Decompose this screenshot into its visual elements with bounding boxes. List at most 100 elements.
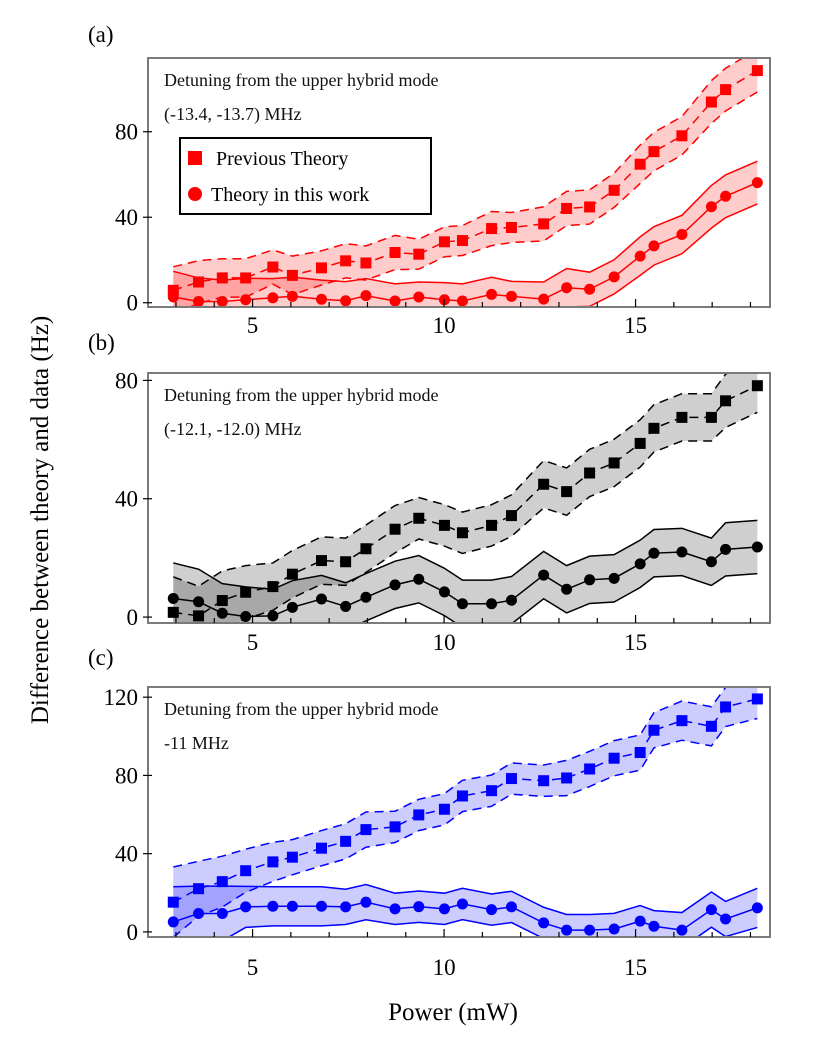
x-tick-label: 5	[247, 313, 259, 338]
data-point-square	[505, 221, 517, 233]
data-point-square	[193, 610, 205, 622]
band-upper-this-work	[173, 160, 758, 285]
panel-label: (b)	[88, 330, 115, 355]
data-point-square	[438, 236, 450, 248]
data-point-circle	[456, 898, 468, 910]
data-point-square	[648, 724, 660, 736]
data-point-circle	[240, 610, 252, 622]
data-point-square	[286, 568, 298, 580]
x-tick-label: 10	[433, 955, 456, 980]
data-point-square	[360, 543, 372, 555]
data-point-circle	[340, 295, 352, 307]
band-lower-this-work	[564, 203, 758, 307]
data-point-square	[413, 512, 425, 524]
data-point-square	[286, 851, 298, 863]
data-point-circle	[608, 572, 620, 584]
data-point-square	[676, 130, 688, 142]
data-point-square	[216, 595, 228, 607]
plot-content	[167, 58, 763, 307]
plot-area	[148, 373, 770, 623]
y-tick-label: 80	[115, 368, 138, 393]
data-point-square	[486, 519, 498, 531]
panel-annotation: Detuning from the upper hybrid mode	[164, 699, 438, 719]
panel-b: 5 10 15 0 40 80(b) Detuning from the upper hyb…	[88, 330, 771, 655]
data-point-square	[389, 821, 401, 833]
data-point-square	[584, 201, 596, 213]
data-point-circle	[216, 607, 228, 619]
data-point-square	[193, 276, 205, 288]
data-point-square	[705, 720, 717, 732]
error-band-this-work	[173, 884, 758, 937]
data-point-circle	[286, 900, 298, 912]
data-point-circle	[634, 558, 646, 570]
data-point-circle	[676, 229, 688, 241]
data-point-circle	[505, 901, 517, 913]
data-point-square	[634, 158, 646, 170]
data-point-circle	[608, 271, 620, 283]
data-point-square	[751, 693, 763, 705]
data-point-circle	[167, 916, 179, 928]
plot-frame	[147, 57, 771, 308]
band-upper-this-work	[173, 883, 758, 916]
data-point-circle	[340, 600, 352, 612]
plot-frame	[147, 372, 771, 624]
plot-content	[167, 687, 763, 937]
x-tick-label: 15	[624, 313, 647, 338]
data-point-circle	[705, 201, 717, 213]
data-point-circle	[676, 924, 688, 936]
data-point-circle	[360, 290, 372, 302]
data-point-circle	[751, 177, 763, 189]
data-point-circle	[389, 903, 401, 915]
data-point-circle	[267, 610, 279, 622]
data-point-square	[389, 246, 401, 258]
plot-content	[167, 373, 763, 623]
data-point-circle	[648, 547, 660, 559]
y-tick-label: 80	[115, 763, 138, 788]
data-point-circle	[561, 282, 573, 294]
data-point-square	[720, 701, 732, 713]
data-point-square	[167, 284, 179, 296]
data-point-square	[438, 803, 450, 815]
y-tick-label: 40	[115, 842, 138, 867]
data-point-circle	[720, 543, 732, 555]
data-point-circle	[608, 923, 620, 935]
data-point-circle	[193, 908, 205, 920]
data-point-square	[705, 96, 717, 108]
data-point-square	[751, 65, 763, 77]
data-point-circle	[486, 288, 498, 300]
data-point-square	[267, 856, 279, 868]
x-tick-label: 10	[433, 630, 456, 655]
error-band-previous-theory	[173, 687, 758, 937]
band-upper-previous-theory	[173, 373, 730, 588]
data-point-square	[634, 747, 646, 759]
data-point-square	[360, 824, 372, 836]
data-point-circle	[751, 902, 763, 914]
data-point-square	[167, 606, 179, 618]
data-point-circle	[216, 908, 228, 920]
data-point-circle	[316, 293, 328, 305]
data-point-square	[676, 715, 688, 727]
data-point-square	[216, 876, 228, 888]
data-point-square	[648, 146, 660, 158]
data-point-square	[584, 763, 596, 775]
data-point-circle	[538, 293, 550, 305]
legend-box	[179, 137, 432, 215]
data-point-circle	[413, 291, 425, 303]
x-axis-label: Power (mW)	[388, 999, 518, 1026]
data-point-circle	[360, 591, 372, 603]
data-point-square	[505, 773, 517, 785]
data-point-square	[648, 422, 660, 434]
data-point-square	[240, 865, 252, 877]
data-point-circle	[240, 294, 252, 306]
data-point-circle	[456, 598, 468, 610]
data-point-square	[456, 235, 468, 247]
x-tick-label: 10	[433, 313, 456, 338]
data-point-square	[486, 785, 498, 797]
panel-annotation: (-12.1, -12.0) MHz	[164, 419, 301, 440]
data-point-circle	[413, 573, 425, 585]
x-tick-label: 15	[624, 955, 647, 980]
error-band-previous-theory	[173, 58, 758, 307]
data-point-circle	[438, 586, 450, 598]
data-point-square	[561, 202, 573, 214]
